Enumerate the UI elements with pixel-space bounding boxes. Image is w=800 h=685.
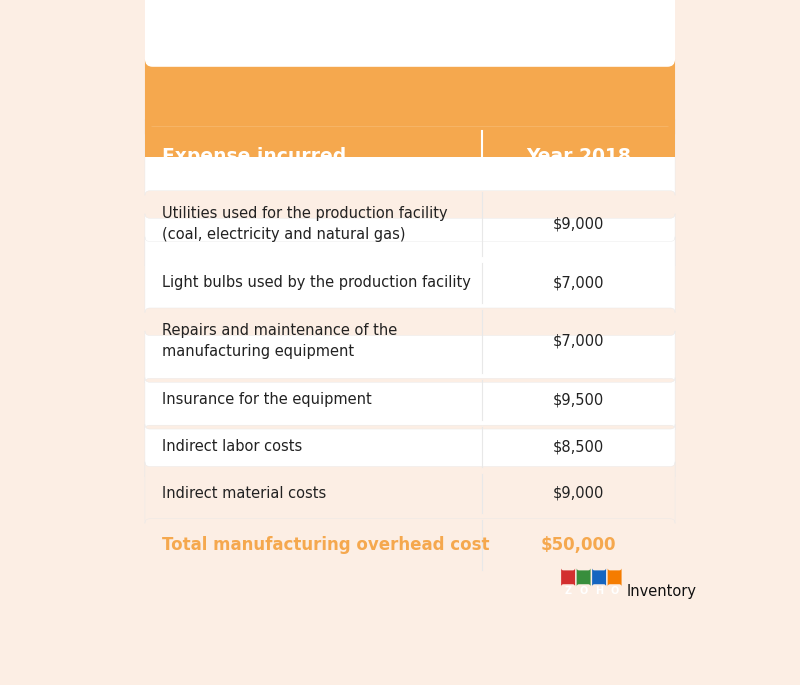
Bar — [145, 127, 675, 157]
Text: $7,000: $7,000 — [553, 275, 604, 290]
FancyBboxPatch shape — [145, 214, 675, 266]
FancyBboxPatch shape — [145, 425, 675, 477]
Text: Indirect labor costs: Indirect labor costs — [162, 439, 302, 454]
Text: $7,000: $7,000 — [553, 334, 604, 349]
Text: Expense incurred: Expense incurred — [162, 147, 346, 166]
Text: Z: Z — [565, 586, 572, 596]
FancyBboxPatch shape — [561, 568, 575, 586]
FancyBboxPatch shape — [145, 0, 675, 134]
Text: Light bulbs used by the production facility: Light bulbs used by the production facil… — [162, 275, 471, 290]
Text: H: H — [595, 586, 603, 596]
FancyBboxPatch shape — [145, 237, 675, 312]
Text: $9,000: $9,000 — [553, 216, 604, 232]
Text: $9,000: $9,000 — [553, 486, 604, 501]
Text: Inventory: Inventory — [627, 584, 697, 599]
Text: $50,000: $50,000 — [541, 536, 616, 554]
Text: Utilities used for the production facility
(coal, electricity and natural gas): Utilities used for the production facili… — [162, 206, 448, 242]
Text: $9,500: $9,500 — [553, 393, 604, 408]
Text: Year 2018: Year 2018 — [526, 147, 630, 166]
FancyBboxPatch shape — [592, 568, 606, 586]
FancyBboxPatch shape — [145, 120, 675, 195]
FancyBboxPatch shape — [577, 568, 590, 586]
Text: $8,500: $8,500 — [553, 439, 604, 454]
Text: Indirect material costs: Indirect material costs — [162, 486, 326, 501]
Text: O: O — [610, 586, 618, 596]
Text: O: O — [579, 586, 588, 596]
Text: Total manufacturing overhead cost: Total manufacturing overhead cost — [162, 536, 490, 554]
Text: Repairs and maintenance of the
manufacturing equipment: Repairs and maintenance of the manufactu… — [162, 323, 398, 359]
FancyBboxPatch shape — [145, 377, 675, 429]
FancyBboxPatch shape — [145, 59, 675, 134]
FancyBboxPatch shape — [145, 331, 675, 383]
FancyBboxPatch shape — [608, 568, 622, 586]
Text: Insurance for the equipment: Insurance for the equipment — [162, 393, 372, 408]
FancyBboxPatch shape — [145, 462, 675, 523]
